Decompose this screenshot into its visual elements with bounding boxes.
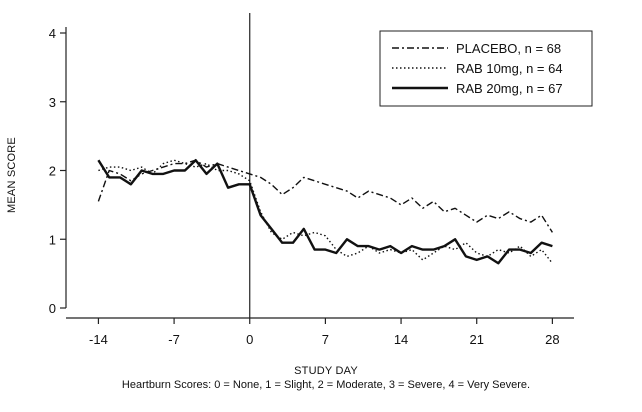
series-line-2 [97,158,553,265]
legend-label-0: PLACEBO, n = 68 [456,41,561,56]
y-tick-label: 3 [49,95,56,110]
y-tick-label: 2 [49,164,56,179]
legend: PLACEBO, n = 68 RAB 10mg, n = 64 RAB 20mg,… [379,30,593,107]
x-tick-label: 28 [545,332,559,347]
legend-label-2: RAB 20mg, n = 67 [456,81,563,96]
x-tick-label: -14 [89,332,108,347]
axes: 0 1 2 3 4 -14 -7 0 7 14 21 28 [49,13,574,347]
x-tick-label: 21 [469,332,483,347]
x-tick-label: -7 [168,332,180,347]
y-axis-title: MEAN SCORE [6,137,18,213]
legend-label-1: RAB 10mg, n = 64 [456,61,563,76]
x-tick-label: 7 [322,332,329,347]
legend-box [379,30,593,107]
series-line-0 [97,159,553,233]
x-tick-label: 14 [394,332,408,347]
series-layer [97,158,553,265]
x-axis-title: STUDY DAY [294,365,358,377]
y-tick-label: 0 [49,301,56,316]
x-tick-label: 0 [246,332,253,347]
y-tick-label: 1 [49,232,56,247]
y-tick-label: 4 [49,26,56,41]
series-line-1 [98,159,553,264]
footnote: Heartburn Scores: 0 = None, 1 = Slight, … [122,379,530,391]
